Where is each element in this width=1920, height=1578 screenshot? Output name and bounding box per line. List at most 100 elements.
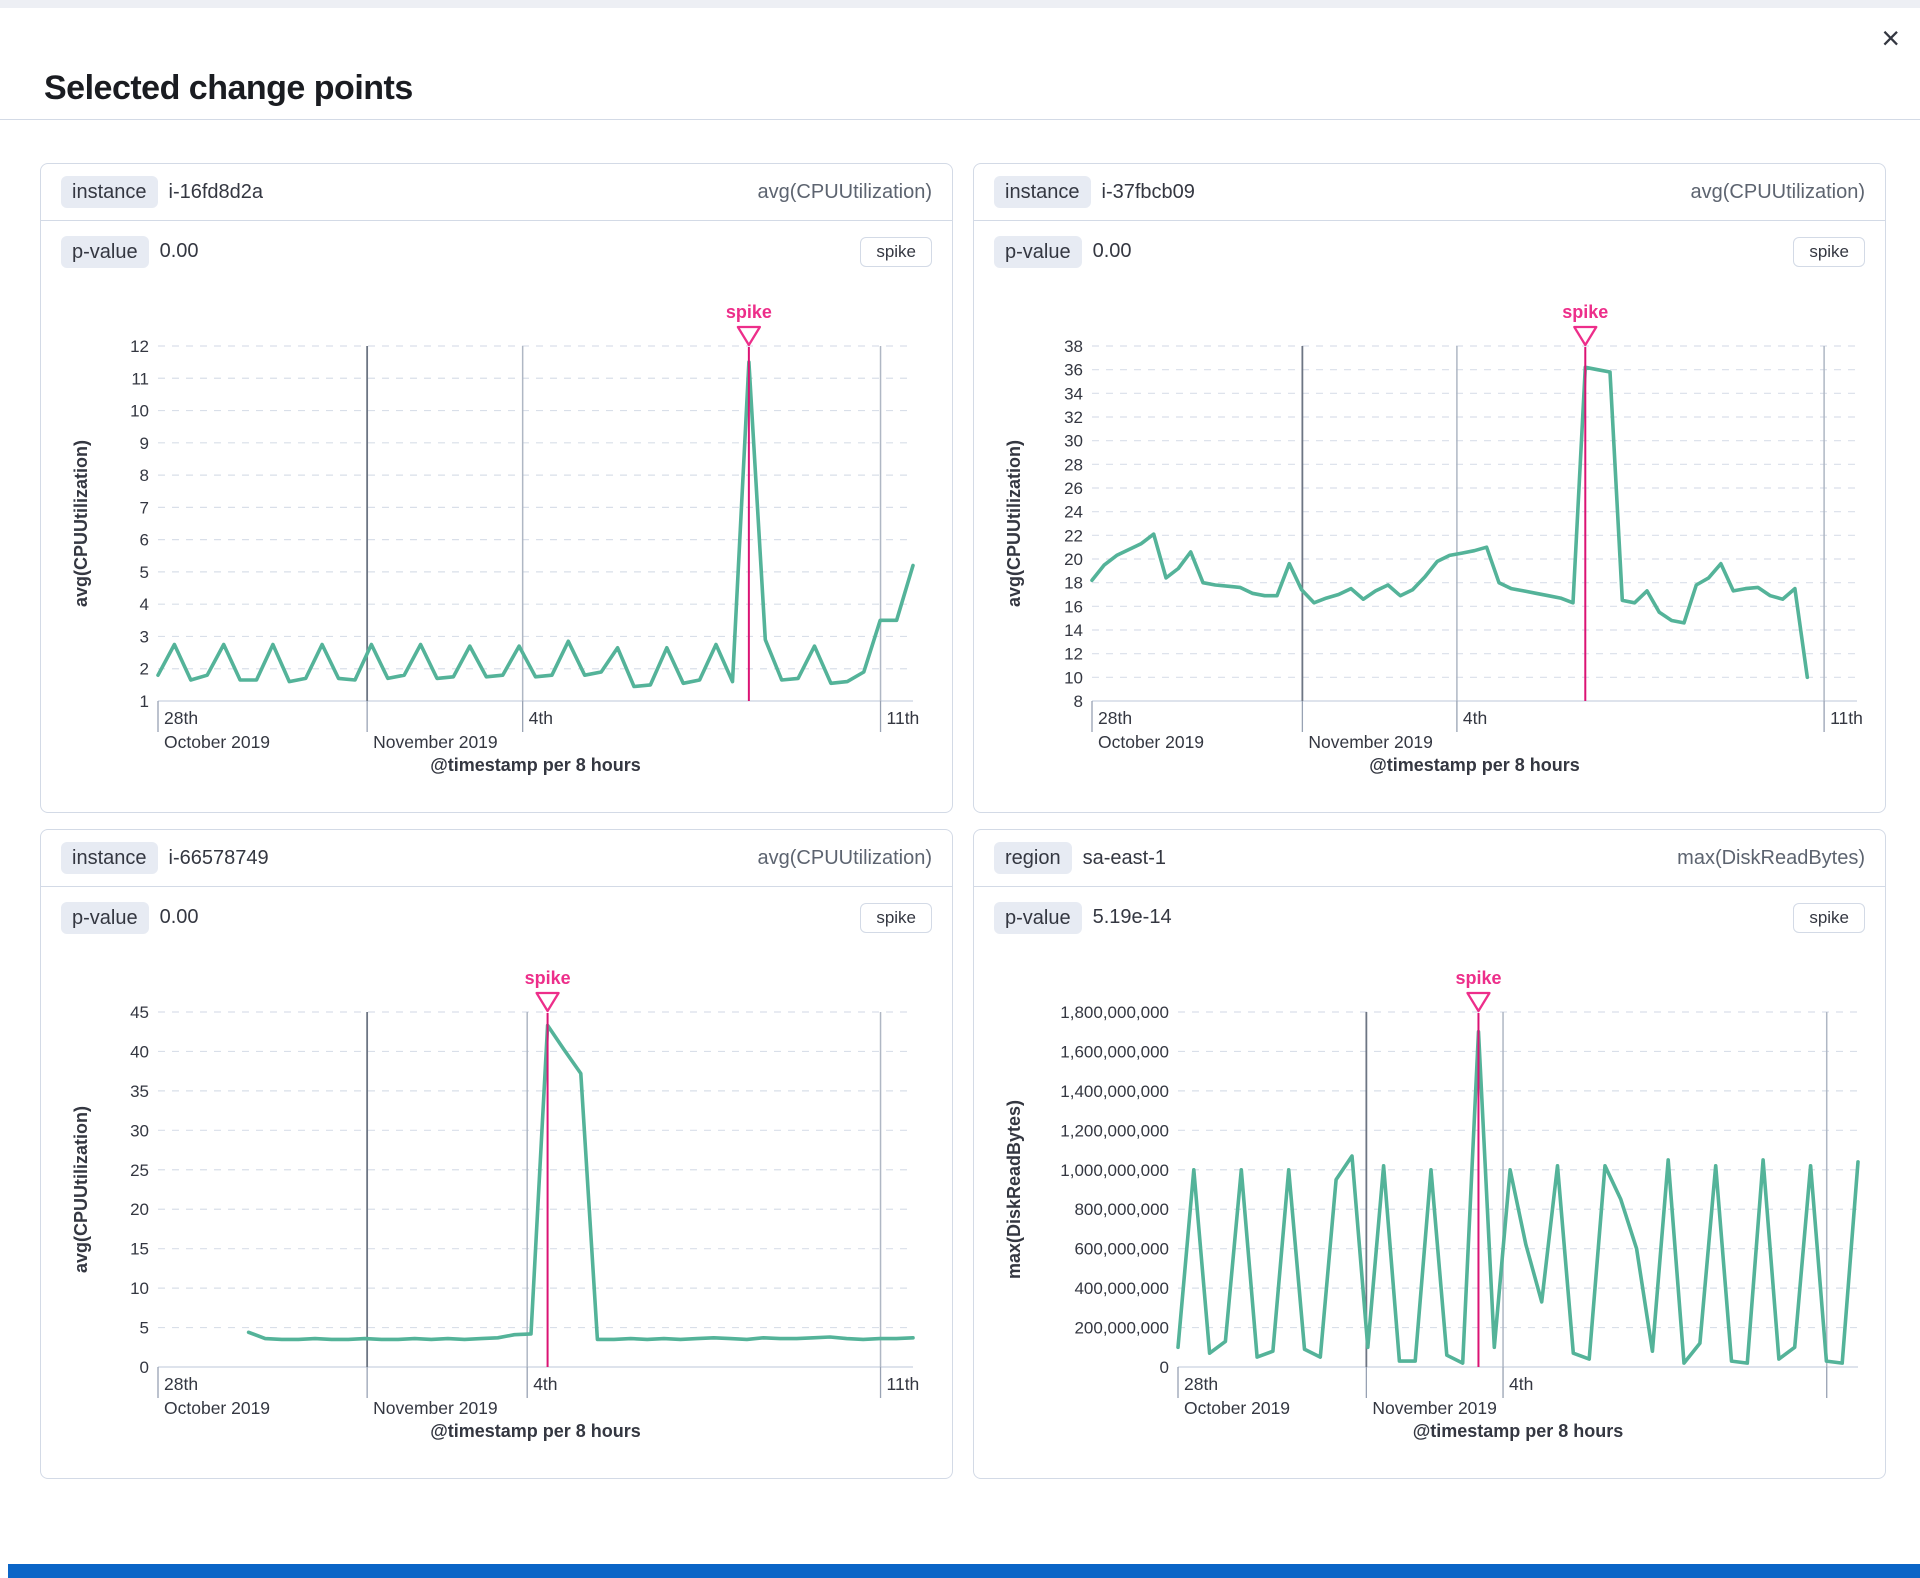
svg-text:1,000,000,000: 1,000,000,000 (1060, 1161, 1169, 1180)
svg-text:1,800,000,000: 1,800,000,000 (1060, 1003, 1169, 1022)
svg-text:11th: 11th (1830, 708, 1863, 728)
svg-text:5: 5 (140, 1319, 149, 1338)
svg-text:1,200,000,000: 1,200,000,000 (1060, 1121, 1169, 1140)
svg-text:2: 2 (140, 660, 149, 679)
spike-type-button[interactable]: spike (1793, 902, 1865, 933)
svg-text:34: 34 (1064, 384, 1083, 403)
svg-text:spike: spike (726, 302, 772, 322)
svg-text:4th: 4th (533, 1374, 557, 1394)
metric-label: max(DiskReadBytes) (1677, 846, 1865, 869)
svg-text:25: 25 (130, 1161, 149, 1180)
svg-text:15: 15 (130, 1240, 149, 1259)
panel-stats-row: p-value 0.00 spike (41, 221, 952, 282)
change-point-panel-2: instance i-37fbcb09 avg(CPUUtilization) … (973, 163, 1886, 813)
svg-text:4th: 4th (1463, 708, 1487, 728)
svg-text:avg(CPUUtilization): avg(CPUUtilization) (71, 440, 91, 607)
field-value: i-66578749 (168, 846, 269, 869)
svg-text:9: 9 (140, 434, 149, 453)
field-name-badge: instance (994, 176, 1091, 208)
svg-text:400,000,000: 400,000,000 (1074, 1279, 1169, 1298)
svg-text:3: 3 (140, 627, 149, 646)
change-point-chart: 12 11 10 9 8 7 6 5 4 3 2 1 28th October 2019 November … (71, 302, 920, 775)
svg-text:avg(CPUUtilization): avg(CPUUtilization) (1004, 440, 1024, 607)
svg-text:6: 6 (140, 531, 149, 550)
field-name-badge: region (994, 842, 1072, 874)
change-point-chart: 38 36 34 32 30 28 26 24 22 20 18 16 14 12 10 8 28th Octob… (1004, 302, 1863, 775)
svg-text:28: 28 (1064, 455, 1083, 474)
svg-text:@timestamp per 8 hours: @timestamp per 8 hours (1369, 755, 1580, 775)
change-point-chart: 1,800,000,000 1,600,000,000 1,400,000,000 1… (1004, 968, 1860, 1441)
svg-text:10: 10 (130, 1279, 149, 1298)
svg-text:avg(CPUUtilization): avg(CPUUtilization) (71, 1106, 91, 1273)
svg-text:1,600,000,000: 1,600,000,000 (1060, 1042, 1169, 1061)
svg-text:35: 35 (130, 1082, 149, 1101)
svg-text:16: 16 (1064, 597, 1083, 616)
svg-text:28th: 28th (1184, 1374, 1218, 1394)
panel-header: region sa-east-1 max(DiskReadBytes) (974, 830, 1885, 887)
p-value: 0.00 (1092, 240, 1132, 262)
change-point-panel-1: instance i-16fd8d2a avg(CPUUtilization) … (40, 163, 953, 813)
svg-text:November 2019: November 2019 (373, 732, 498, 752)
p-value-badge: p-value (994, 235, 1082, 268)
svg-text:4th: 4th (529, 708, 553, 728)
change-point-chart: 45 40 35 30 25 20 15 10 5 0 28th October 2019 Novemb… (71, 968, 919, 1441)
svg-text:@timestamp per 8 hours: @timestamp per 8 hours (430, 1421, 641, 1441)
spike-type-button[interactable]: spike (860, 236, 932, 267)
svg-text:38: 38 (1064, 337, 1083, 356)
svg-text:20: 20 (130, 1200, 149, 1219)
metric-label: avg(CPUUtilization) (757, 846, 933, 869)
change-point-panel-4: region sa-east-1 max(DiskReadBytes) p-va… (973, 829, 1886, 1479)
svg-text:October 2019: October 2019 (1098, 732, 1204, 752)
metric-label: avg(CPUUtilization) (1690, 180, 1866, 203)
svg-text:November 2019: November 2019 (1308, 732, 1433, 752)
panel-header: instance i-37fbcb09 avg(CPUUtilization) (974, 164, 1885, 221)
svg-text:40: 40 (130, 1042, 149, 1061)
svg-text:10: 10 (1064, 668, 1083, 687)
field-value: i-37fbcb09 (1101, 180, 1195, 203)
svg-text:11th: 11th (887, 708, 920, 728)
svg-text:5: 5 (140, 563, 149, 582)
field-value: i-16fd8d2a (168, 180, 264, 203)
svg-text:200,000,000: 200,000,000 (1074, 1319, 1169, 1338)
panel-stats-row: p-value 0.00 spike (974, 221, 1885, 282)
field-value: sa-east-1 (1082, 846, 1166, 869)
svg-text:800,000,000: 800,000,000 (1074, 1200, 1169, 1219)
svg-text:11: 11 (131, 369, 149, 388)
svg-text:8: 8 (1074, 692, 1083, 711)
p-value-badge: p-value (994, 901, 1082, 934)
svg-text:30: 30 (1064, 432, 1083, 451)
svg-text:28th: 28th (1098, 708, 1132, 728)
svg-text:October 2019: October 2019 (164, 1398, 270, 1418)
svg-text:12: 12 (1064, 645, 1083, 664)
svg-text:12: 12 (130, 337, 149, 356)
svg-text:October 2019: October 2019 (1184, 1398, 1290, 1418)
p-value: 5.19e-14 (1092, 906, 1172, 928)
svg-text:28th: 28th (164, 1374, 198, 1394)
background-page-top (0, 0, 1920, 8)
p-value: 0.00 (159, 240, 199, 262)
svg-text:October 2019: October 2019 (164, 732, 270, 752)
svg-text:20: 20 (1064, 550, 1083, 569)
svg-text:spike: spike (1562, 302, 1608, 322)
spike-type-button[interactable]: spike (860, 902, 932, 933)
svg-text:@timestamp per 8 hours: @timestamp per 8 hours (1413, 1421, 1624, 1441)
svg-text:November 2019: November 2019 (1372, 1398, 1497, 1418)
svg-text:45: 45 (130, 1003, 149, 1022)
svg-text:10: 10 (130, 402, 149, 421)
spike-type-button[interactable]: spike (1793, 236, 1865, 267)
svg-text:8: 8 (140, 466, 149, 485)
p-value: 0.00 (159, 906, 199, 928)
change-point-panel-3: instance i-66578749 avg(CPUUtilization) … (40, 829, 953, 1479)
svg-text:4: 4 (140, 595, 149, 614)
svg-text:4th: 4th (1509, 1374, 1533, 1394)
close-icon[interactable]: × (1877, 18, 1904, 58)
svg-text:max(DiskReadBytes): max(DiskReadBytes) (1004, 1100, 1024, 1279)
field-name-badge: instance (61, 842, 158, 874)
p-value-badge: p-value (61, 235, 149, 268)
svg-text:spike: spike (525, 968, 571, 988)
svg-text:18: 18 (1064, 574, 1083, 593)
background-page-strip (8, 1564, 1920, 1578)
svg-text:@timestamp per 8 hours: @timestamp per 8 hours (430, 755, 641, 775)
svg-text:November 2019: November 2019 (373, 1398, 498, 1418)
